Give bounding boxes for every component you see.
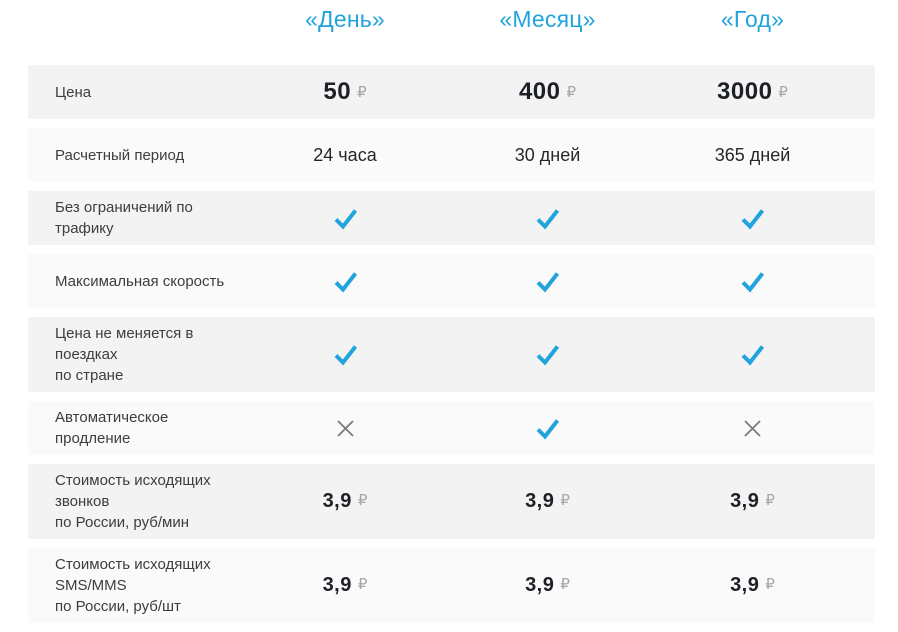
value-cell-day: 24 часа [245,145,445,166]
value-cell-month: 3,9 ₽ [445,490,650,513]
value-cell-month [445,417,650,440]
price-value: 3,9 [525,574,555,596]
value-cell-year [650,343,855,366]
column-header-year: «Год» [720,6,785,32]
column-header-day: «День» [305,6,385,32]
check-icon [741,271,765,293]
value-cell-month: 400 ₽ [445,78,650,106]
value-cell-year [650,207,855,230]
check-icon [536,271,560,293]
check-icon [334,271,357,293]
price-value: 3,9 [525,490,555,512]
period-value: 365 дней [714,144,791,165]
value-cell-month [445,343,650,366]
value-cell-year: 3000 ₽ [650,78,855,106]
cross-icon [336,419,354,437]
price-value: 3,9 [322,490,352,512]
check-icon [536,418,560,440]
value-cell-year: 3,9 ₽ [650,574,855,597]
value-cell-day [245,417,445,440]
currency-ruble: ₽ [560,491,570,509]
row-label: Автоматическое продление [55,409,169,447]
row-label: Без ограничений по трафику [55,199,193,237]
table-row: Автоматическое продление [28,401,875,455]
price-value: 3,9 [730,574,760,596]
column-header-month: «Месяц» [499,6,596,32]
value-cell-year [650,417,855,440]
currency-ruble: ₽ [357,491,368,509]
row-label: Цена [55,83,92,101]
tariff-comparison-table: «День» «Месяц» «Год» Цена 50 ₽ 400 ₽ 3000 ₽… [28,0,875,632]
currency-ruble: ₽ [765,491,775,509]
check-icon [536,345,560,366]
value-cell-year: 365 дней [650,145,855,166]
period-value: 24 часа [313,144,377,165]
cross-icon [744,419,761,437]
check-icon [334,345,357,366]
value-cell-day [245,270,445,293]
price-value: 3,9 [730,490,760,512]
row-label: Стоимость исходящих SMS/MMS по России, р… [55,556,211,615]
check-icon [334,208,357,230]
table-header: «День» «Месяц» «Год» [28,6,875,65]
value-cell-day [245,207,445,230]
value-cell-month [445,207,650,230]
check-icon [741,345,765,366]
table-row: Цена 50 ₽ 400 ₽ 3000 ₽ [28,65,875,119]
value-cell-year [650,270,855,293]
price-value: 400 [518,78,561,105]
period-value: 30 дней [514,144,581,165]
row-label: Расчетный период [55,146,185,164]
currency-ruble: ₽ [357,575,368,593]
currency-ruble: ₽ [566,83,577,101]
currency-ruble: ₽ [560,575,570,593]
check-icon [536,208,560,230]
table-row: Цена не меняется в поездках по стране [28,317,875,392]
table-row: Стоимость исходящих SMS/MMS по России, р… [28,548,875,623]
value-cell-day: 3,9 ₽ [245,574,445,597]
table-row: Максимальная скорость [28,254,875,308]
row-label: Цена не меняется в поездках по стране [55,325,194,384]
value-cell-day: 3,9 ₽ [245,490,445,513]
table-row: Расчетный период 24 часа 30 дней 365 дне… [28,128,875,182]
value-cell-month: 3,9 ₽ [445,574,650,597]
value-cell-day: 50 ₽ [245,78,445,106]
value-cell-day [245,343,445,366]
price-value: 3,9 [322,574,352,596]
currency-ruble: ₽ [778,83,788,101]
value-cell-month: 30 дней [445,145,650,166]
currency-ruble: ₽ [765,575,775,593]
currency-ruble: ₽ [357,83,367,101]
table-row: Стоимость исходящих звонков по России, р… [28,464,875,539]
value-cell-year: 3,9 ₽ [650,490,855,513]
check-icon [741,208,765,230]
value-cell-month [445,270,650,293]
price-value: 3000 [717,78,773,105]
row-label: Максимальная скорость [55,272,225,290]
row-label: Стоимость исходящих звонков по России, р… [55,472,211,531]
table-row: Без ограничений по трафику [28,191,875,245]
pricing-table-body: Цена 50 ₽ 400 ₽ 3000 ₽ Расчетный период 24 … [28,65,875,623]
price-value: 50 [323,78,352,105]
